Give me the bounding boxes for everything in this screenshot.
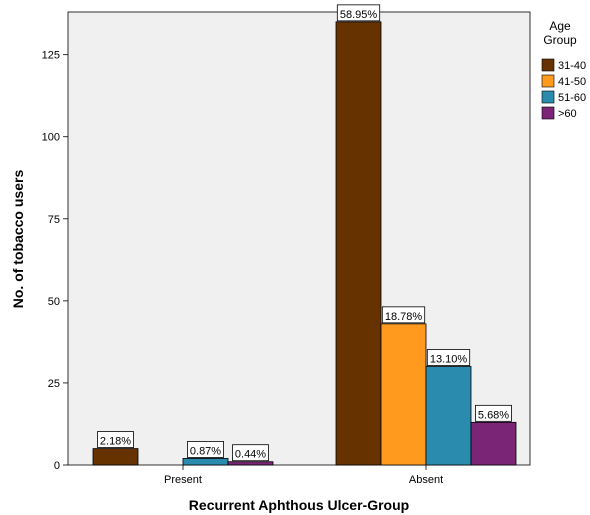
x-tick-label: Present xyxy=(164,474,202,486)
y-tick-label: 125 xyxy=(42,50,60,62)
data-label-box xyxy=(426,349,471,366)
data-label-box xyxy=(232,444,269,462)
y-tick-label: 100 xyxy=(42,132,60,144)
legend-label: 51-60 xyxy=(558,92,586,104)
bar-absent-1 xyxy=(380,323,427,466)
legend-title: Age xyxy=(549,19,571,33)
y-tick-label: 75 xyxy=(48,214,60,226)
bar-absent-3 xyxy=(470,421,517,466)
y-axis-title: No. of tobacco users xyxy=(10,170,26,309)
data-label-box xyxy=(97,431,134,448)
bar-present-3 xyxy=(227,461,274,466)
data-label: 2.18% xyxy=(100,436,131,448)
data-label: 58.95% xyxy=(340,9,378,21)
bar-present-0 xyxy=(92,448,139,466)
data-label-box xyxy=(381,306,426,324)
data-label: 0.87% xyxy=(190,445,221,457)
x-tick-label: Absent xyxy=(409,474,443,486)
data-label: 13.10% xyxy=(430,354,468,366)
bar-absent-0 xyxy=(335,21,382,466)
data-label-box xyxy=(187,441,224,458)
y-tick-label: 25 xyxy=(48,378,60,390)
legend-title: Group xyxy=(543,33,577,47)
legend-label: 31-40 xyxy=(558,60,586,72)
bar-present-2 xyxy=(182,458,229,466)
legend-label: >60 xyxy=(558,108,577,120)
legend-label: 41-50 xyxy=(558,76,586,88)
legend-swatch xyxy=(541,58,555,72)
y-tick-label: 0 xyxy=(54,460,60,472)
legend-swatch xyxy=(541,90,555,104)
data-label: 0.44% xyxy=(235,449,266,461)
data-label-box xyxy=(336,4,381,22)
data-label-box xyxy=(475,404,512,422)
data-label: 5.68% xyxy=(478,409,509,421)
x-axis-title: Recurrent Aphthous Ulcer-Group xyxy=(189,497,409,513)
legend-swatch xyxy=(541,74,555,88)
legend-swatch xyxy=(541,106,555,120)
bar-absent-2 xyxy=(425,366,472,466)
y-tick-label: 50 xyxy=(48,296,60,308)
data-label: 18.78% xyxy=(385,311,423,323)
